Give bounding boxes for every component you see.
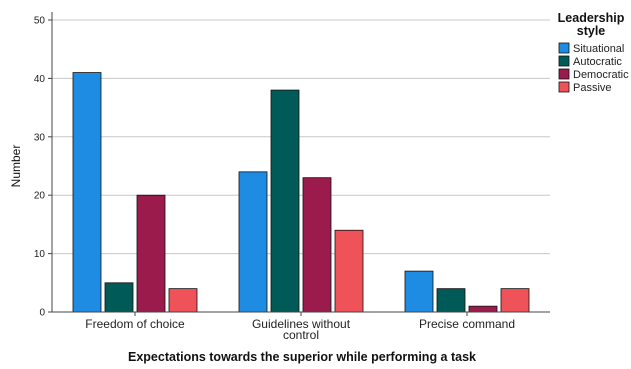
gridlines — [48, 19, 550, 313]
bar-democratic — [136, 194, 166, 313]
bar-democratic — [302, 177, 332, 313]
legend-swatch-democratic — [558, 68, 570, 80]
category-label: Precise command — [419, 317, 515, 331]
legend-swatch-passive — [558, 81, 570, 93]
x-axis-label: Expectations towards the superior while … — [128, 350, 476, 364]
bar-democratic — [468, 305, 498, 313]
axes — [51, 12, 550, 313]
legend-swatch-autocratic — [558, 55, 570, 67]
category-label: Freedom of choice — [85, 317, 185, 331]
bar-passive — [500, 288, 530, 313]
y-tick-label: 50 — [34, 16, 46, 27]
bars — [72, 72, 530, 313]
y-tick-label: 10 — [34, 249, 46, 260]
y-tick-labels: 0 10 20 30 40 50 — [34, 16, 46, 319]
y-axis-label: Number — [9, 145, 23, 188]
bar-autocratic — [104, 282, 134, 313]
legend-label-autocratic: Autocratic — [573, 56, 622, 68]
category-label: Guidelines without — [252, 317, 351, 331]
y-tick-label: 20 — [34, 191, 46, 202]
legend-swatch-situational — [558, 42, 570, 54]
y-tick-label: 40 — [34, 74, 46, 85]
bar-passive — [334, 229, 364, 313]
y-tick-label: 30 — [34, 132, 46, 143]
bar-autocratic — [270, 89, 300, 313]
legend-label-situational: Situational — [573, 43, 624, 55]
legend-title-line-1: Leadership — [558, 11, 625, 25]
bar-passive — [168, 288, 198, 313]
y-tick-label: 0 — [39, 308, 45, 319]
legend-title-line-2: style — [577, 24, 606, 38]
legend-label-passive: Passive — [573, 82, 612, 94]
legend-label-democratic: Democratic — [573, 69, 629, 81]
category-labels: Freedom of choice Guidelines withoutcontr… — [85, 312, 515, 342]
bar-situational — [72, 72, 102, 313]
category-label: control — [283, 328, 319, 342]
bar-situational — [404, 270, 434, 313]
bar-situational — [238, 171, 268, 313]
legend: Leadership style SituationalAutocraticDe… — [558, 11, 629, 94]
bar-autocratic — [436, 288, 466, 313]
